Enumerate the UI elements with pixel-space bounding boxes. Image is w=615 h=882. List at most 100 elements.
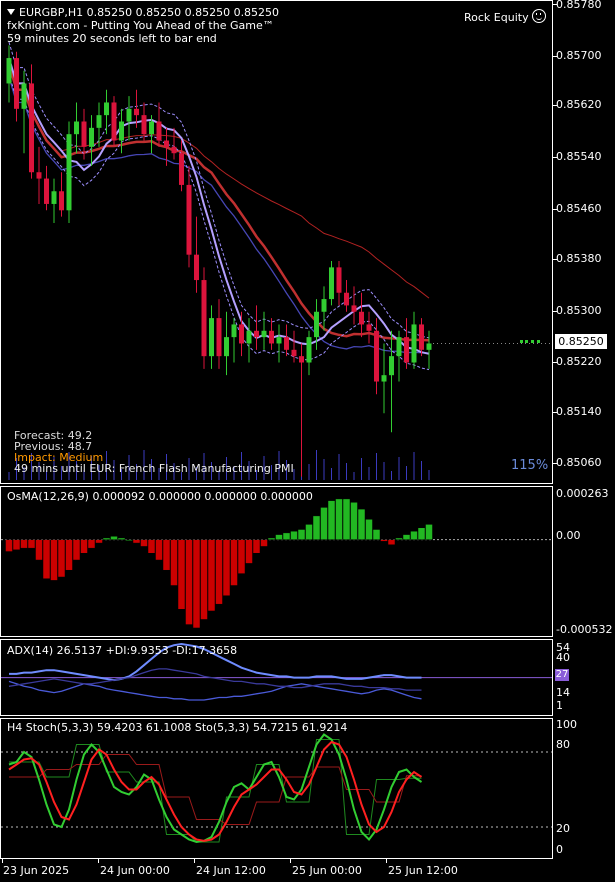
osma-bar	[275, 534, 283, 540]
symbol-line: EURGBP,H1 0.85250 0.85250 0.85250 0.8525…	[19, 6, 280, 19]
osma-bar	[72, 539, 81, 561]
timer-line: 59 minutes 20 seconds left to bar end	[7, 32, 217, 45]
osma-bar	[327, 500, 336, 540]
candle-body	[366, 324, 372, 331]
stoch-tick: 0	[556, 843, 563, 856]
candle-body	[164, 140, 169, 147]
adx-level-tag: 27	[555, 669, 569, 681]
osma-bar	[20, 539, 28, 549]
osma-bar	[117, 537, 126, 540]
candle-body	[6, 58, 12, 84]
candle-body	[254, 330, 259, 338]
price-tick: 0.85620	[556, 98, 602, 111]
stoch-pane[interactable]: H4 Stoch(5,3,3) 59.4203 61.1008 Sto(5,3,…	[0, 718, 553, 859]
ma-200-line	[7, 64, 430, 342]
adx-tick: 40	[556, 651, 570, 664]
osma-bar	[192, 539, 201, 629]
osma-bar	[395, 537, 403, 540]
osma-bar	[342, 498, 351, 540]
price-tick: 0.85460	[556, 202, 602, 215]
candle-body	[104, 102, 109, 116]
stoch-label: H4 Stoch(5,3,3) 59.4203 61.1008 Sto(5,3,…	[7, 721, 348, 734]
candle-body	[156, 121, 162, 141]
osma-bar	[185, 539, 193, 625]
candlestick-chart[interactable]	[1, 1, 552, 483]
stoch-tick: 80	[556, 738, 570, 751]
osma-bar	[380, 539, 388, 542]
osma-bar	[335, 498, 343, 540]
osma-bar	[290, 530, 298, 540]
candle-body	[89, 127, 94, 147]
candle-body	[224, 337, 229, 357]
osma-bar	[147, 539, 156, 554]
symbol-info: EURGBP,H1 0.85250 0.85250 0.85250 0.8525…	[7, 7, 279, 19]
osma-bar	[222, 539, 231, 596]
adx-series-line	[9, 642, 422, 682]
stoch-tick: 20	[556, 822, 570, 835]
candle-body	[419, 324, 424, 350]
osma-tick: 0.00	[556, 529, 581, 542]
osma-bar	[65, 539, 73, 571]
osma-bar	[372, 529, 381, 540]
osma-bar	[417, 527, 426, 540]
candle-body	[261, 330, 267, 338]
time-tick: 25 Jun 00:00	[292, 864, 362, 877]
chevron-down-icon	[7, 9, 15, 15]
osma-bar	[110, 536, 118, 540]
time-tick: 25 Jun 12:00	[388, 864, 458, 877]
account-name: Rock Equity	[464, 11, 529, 24]
osma-tick: -0.000532	[556, 623, 613, 636]
price-tick: 0.85220	[556, 355, 602, 368]
slow-ma-line	[8, 57, 430, 299]
osma-bar	[252, 539, 261, 554]
price-tick: 0.85540	[556, 150, 602, 163]
osma-bar	[350, 502, 358, 540]
osma-bar	[125, 539, 133, 541]
adx-tick: 1	[556, 699, 563, 712]
candle-body	[306, 337, 312, 363]
osma-bar	[155, 539, 163, 561]
candle-body	[74, 121, 79, 135]
news-previous: Previous: 48.7	[14, 440, 93, 453]
news-impact: Impact: Medium	[14, 451, 104, 464]
time-tick: 24 Jun 00:00	[100, 864, 170, 877]
osma-pane[interactable]: OsMA(12,26,9) 0.000092 0.000000 0.000000…	[0, 486, 553, 637]
candle-body	[186, 184, 192, 255]
osma-bar	[87, 539, 96, 549]
adx-pane[interactable]: ADX(14) 26.5137 +DI:9.9353 -DI:17.3658	[0, 639, 553, 716]
adx-tick: 14	[556, 686, 570, 699]
price-chart-pane[interactable]: EURGBP,H1 0.85250 0.85250 0.85250 0.8525…	[0, 0, 553, 484]
candle-body	[284, 337, 289, 350]
osma-bar	[260, 539, 268, 547]
brand-line: fxKnight.com - Putting You Ahead of the …	[7, 19, 274, 32]
osma-bar	[80, 539, 88, 554]
candle-body	[21, 83, 27, 109]
time-tick: 24 Jun 12:00	[196, 864, 266, 877]
candle-body	[194, 254, 199, 281]
account-label[interactable]: Rock Equity	[464, 9, 546, 24]
osma-bar	[57, 539, 66, 578]
candle-body	[36, 172, 42, 179]
candle-body	[276, 337, 282, 344]
osma-bar	[102, 537, 111, 540]
candle-body	[44, 178, 49, 204]
candle-body	[179, 153, 184, 185]
price-tick: 0.85300	[556, 304, 602, 317]
candle-body	[411, 324, 417, 363]
candle-body	[59, 191, 64, 211]
stoch-series-line	[9, 739, 422, 843]
candle-body	[426, 343, 432, 350]
news-forecast: Forecast: 49.2	[14, 429, 93, 442]
adx-chart	[1, 642, 552, 701]
osma-bar	[215, 539, 223, 605]
candle-body	[96, 115, 102, 128]
osma-bar	[230, 539, 238, 586]
stochastic-chart	[1, 733, 552, 844]
candle-body	[111, 102, 117, 141]
candle-body	[359, 311, 364, 325]
osma-bar	[42, 539, 51, 579]
candle-body	[374, 330, 379, 382]
osma-bar	[387, 539, 396, 546]
current-price-tag: 0.85250	[555, 334, 607, 349]
time-tick: 23 Jun 2025	[3, 864, 70, 877]
